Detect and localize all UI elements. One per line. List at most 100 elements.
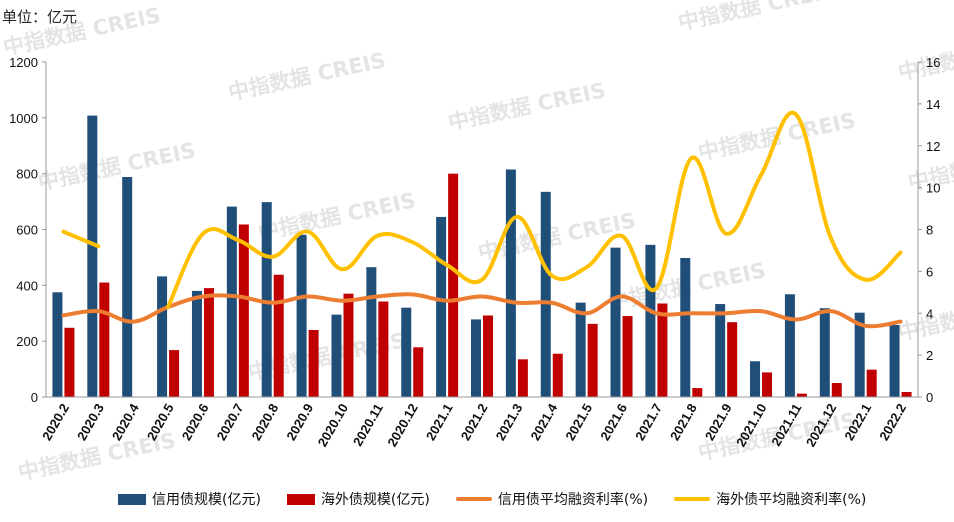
legend-item-overseas-rate: 海外债平均融资利率(%) — [674, 489, 866, 509]
bar-credit-bond — [540, 191, 551, 397]
right-tick-label: 10 — [926, 181, 940, 196]
bar-credit-bond — [191, 290, 202, 397]
bar-credit-bond — [401, 307, 412, 397]
lines-layer — [61, 110, 903, 329]
left-tick-label: 1200 — [9, 55, 38, 70]
legend: 信用债规模(亿元) 海外债规模(亿元) 信用债平均融资利率(%) 海外债平均融资… — [118, 489, 866, 509]
bar-credit-bond — [87, 115, 98, 397]
x-tick-label: 2021.3 — [493, 401, 526, 443]
legend-swatch-overseas-bond — [286, 493, 315, 505]
bar-credit-bond — [226, 206, 237, 397]
bar-overseas-bond — [64, 327, 75, 397]
bar-credit-bond — [645, 244, 656, 397]
watermark-text: 中指数据 CREIS — [36, 138, 198, 195]
bar-overseas-bond — [343, 293, 354, 397]
x-tick-label: 2021.8 — [667, 401, 700, 443]
bars-layer — [52, 115, 912, 397]
right-tick-label: 8 — [926, 223, 933, 238]
legend-label-overseas-rate: 海外债平均融资利率(%) — [716, 492, 867, 508]
bar-overseas-bond — [727, 322, 738, 397]
bar-credit-bond — [715, 304, 726, 397]
watermark-text: 中指数据 CREIS — [676, 0, 838, 35]
legend-item-overseas-bond: 海外债规模(亿元) — [286, 489, 430, 509]
bar-overseas-bond — [622, 316, 633, 397]
x-tick-label: 2020.7 — [214, 401, 247, 443]
bar-overseas-bond — [796, 393, 807, 397]
bar-credit-bond — [854, 312, 865, 397]
bar-overseas-bond — [308, 330, 319, 397]
left-tick-label: 600 — [16, 223, 38, 238]
legend-label-credit-bond: 信用债规模(亿元) — [152, 492, 261, 508]
x-tick-label: 2020.2 — [39, 401, 72, 443]
bar-credit-bond — [889, 324, 900, 397]
watermark-text: 中指数据 CREIS — [446, 78, 608, 135]
bar-overseas-bond — [238, 224, 249, 397]
legend-swatch-overseas-rate — [674, 497, 711, 501]
bar-overseas-bond — [587, 323, 598, 397]
legend-item-credit-bond: 信用债规模(亿元) — [118, 489, 261, 509]
bar-overseas-bond — [203, 288, 214, 397]
legend-item-credit-rate: 信用债平均融资利率(%) — [455, 489, 649, 509]
right-tick-label: 2 — [926, 348, 933, 363]
right-tick-label: 0 — [926, 390, 933, 405]
bar-overseas-bond — [448, 173, 459, 397]
right-tick-label: 12 — [926, 139, 940, 154]
bar-credit-bond — [296, 234, 307, 397]
unit-label: 单位：亿元 — [2, 8, 78, 26]
bar-overseas-bond — [169, 350, 180, 397]
bar-overseas-bond — [692, 388, 703, 397]
x-tick-label: 2020.10 — [315, 401, 351, 449]
x-tick-label: 2021.1 — [423, 401, 456, 443]
bar-credit-bond — [505, 169, 516, 397]
watermark-text: 中指数据 CREIS — [226, 48, 388, 105]
left-tick-label: 800 — [16, 167, 38, 182]
x-tick-label: 2020.12 — [384, 401, 420, 449]
bar-credit-bond — [610, 247, 621, 397]
x-tick-label: 2020.6 — [179, 401, 212, 443]
bar-overseas-bond — [762, 372, 773, 397]
bar-overseas-bond — [483, 315, 493, 397]
bar-credit-bond — [680, 257, 691, 397]
x-tick-label: 2020.3 — [74, 401, 107, 443]
bar-credit-bond — [784, 294, 795, 397]
right-tick-label: 14 — [926, 97, 940, 112]
bar-credit-bond — [436, 216, 447, 397]
bar-credit-bond — [122, 177, 133, 397]
bar-credit-bond — [366, 267, 377, 397]
line-overseas-rate — [61, 229, 101, 249]
bar-overseas-bond — [517, 359, 528, 397]
bar-overseas-bond — [413, 347, 424, 397]
legend-label-credit-rate: 信用债平均融资利率(%) — [497, 492, 649, 508]
bar-credit-bond — [52, 292, 63, 397]
x-tick-label: 2021.2 — [458, 401, 491, 443]
bar-credit-bond — [471, 319, 481, 397]
x-tick-label: 2021.6 — [597, 401, 630, 443]
bar-overseas-bond — [657, 303, 668, 397]
bar-credit-bond — [261, 202, 272, 397]
right-tick-label: 6 — [926, 264, 933, 279]
left-tick-label: 1000 — [9, 111, 38, 126]
bar-overseas-bond — [831, 383, 842, 397]
legend-swatch-credit-rate — [455, 497, 492, 501]
right-tick-label: 4 — [926, 306, 933, 321]
left-tick-label: 400 — [16, 278, 38, 293]
bar-overseas-bond — [866, 369, 877, 397]
watermark-text: 中指数据 CREIS — [1, 3, 163, 60]
x-tick-label: 2021.7 — [632, 401, 665, 443]
x-tick-label: 2021.4 — [527, 400, 560, 443]
x-tick-label: 2020.11 — [350, 401, 386, 449]
bar-overseas-bond — [378, 301, 389, 397]
x-tick-label: 2020.8 — [248, 401, 281, 443]
bar-credit-bond — [819, 308, 830, 397]
bar-overseas-bond — [99, 282, 110, 397]
bar-overseas-bond — [901, 391, 912, 397]
left-tick-label: 0 — [31, 390, 38, 405]
x-tick-label: 2021.5 — [562, 401, 595, 443]
right-tick-label: 16 — [926, 55, 940, 70]
bar-credit-bond — [750, 361, 761, 397]
left-tick-label: 200 — [16, 334, 38, 349]
line-credit-rate — [61, 292, 903, 329]
bar-credit-bond — [331, 314, 342, 397]
x-tick-label: 2022.2 — [876, 401, 909, 443]
